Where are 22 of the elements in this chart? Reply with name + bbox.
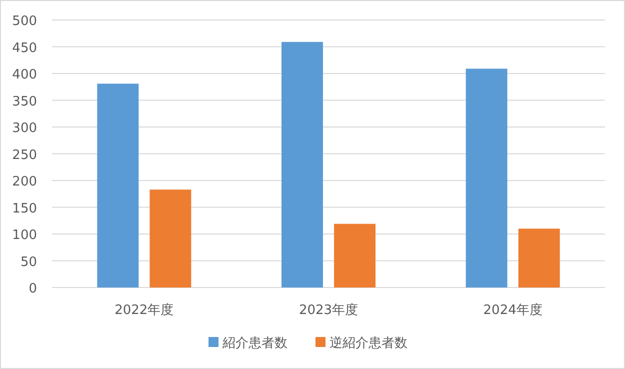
bar [466, 68, 508, 288]
bar [281, 42, 323, 288]
y-tick-label: 150 [12, 201, 37, 216]
y-tick-label: 250 [12, 148, 37, 163]
x-tick-label: 2024年度 [483, 302, 542, 318]
y-tick-label: 350 [12, 94, 37, 110]
x-tick-label: 2022年度 [114, 302, 174, 318]
y-tick-label: 200 [12, 174, 37, 190]
bar [97, 84, 139, 288]
y-tick-label: 100 [12, 228, 37, 243]
y-tick-label: 0 [28, 282, 37, 296]
bar [334, 224, 376, 288]
legend-label: 紹介患者数 [222, 336, 288, 351]
y-tick-label: 50 [20, 254, 37, 270]
legend-label: 逆紹介患者数 [330, 336, 408, 351]
y-tick-label: 450 [12, 40, 37, 56]
x-tick-label: 2023年度 [298, 302, 358, 318]
bar [518, 228, 560, 288]
y-tick-label: 500 [12, 14, 37, 29]
y-tick-label: 400 [12, 68, 37, 82]
y-tick-label: 300 [12, 121, 37, 136]
bar [150, 190, 192, 288]
